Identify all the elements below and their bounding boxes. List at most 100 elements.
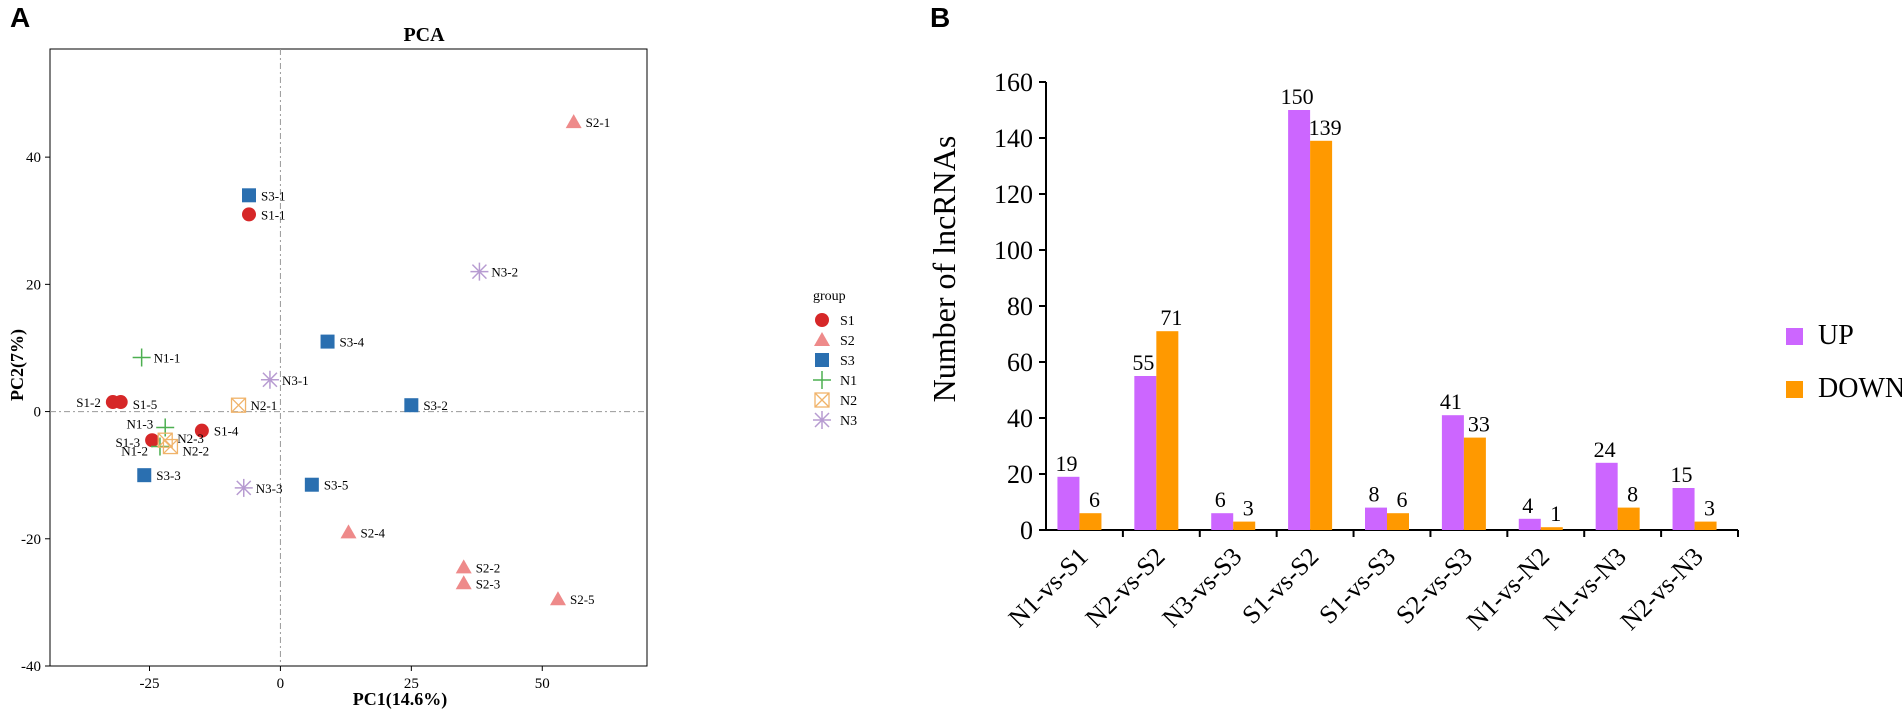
bar-data-label: 41 <box>1440 389 1462 414</box>
bar-down <box>1694 521 1717 530</box>
pca-point <box>404 398 419 413</box>
pca-legend-label: N2 <box>840 394 857 409</box>
pca-point <box>113 395 128 410</box>
bar-data-label: 6 <box>1397 487 1408 512</box>
panel-label-b: B <box>930 2 951 33</box>
pca-xlabel: PC1(14.6%) <box>353 689 447 710</box>
bar-up <box>1134 376 1157 530</box>
bar-up <box>1288 110 1311 530</box>
bar-down <box>1387 513 1409 530</box>
pca-point <box>455 575 472 590</box>
pca-point-label: N3-1 <box>282 373 309 388</box>
bar-up <box>1518 518 1541 530</box>
bar-down <box>1310 140 1333 531</box>
bar-category-label: N3-vs-S3 <box>1156 542 1247 633</box>
pca-point-label: N2-1 <box>251 398 278 413</box>
bar-data-label: 150 <box>1281 84 1314 109</box>
pca-point-label: S3-5 <box>324 478 349 493</box>
bar-ylabel: Number of lncRNAs <box>926 136 962 403</box>
pca-point <box>455 559 472 574</box>
bar-up <box>1595 462 1618 530</box>
bar-legend-swatch <box>1786 328 1803 345</box>
pca-point <box>230 397 247 413</box>
pca-point <box>470 262 489 281</box>
bar-data-label: 1 <box>1550 501 1561 526</box>
bar-ytick-label: 60 <box>1007 348 1033 377</box>
pca-point <box>234 478 253 497</box>
bar-ytick-label: 80 <box>1007 292 1033 321</box>
bar-category-label: N1-vs-N3 <box>1538 542 1632 636</box>
pca-point <box>320 334 335 349</box>
pca-point <box>137 468 152 483</box>
pca-point-label: S3-2 <box>423 398 448 413</box>
pca-legend-title: group <box>813 289 846 304</box>
pca-point-label: N2-3 <box>177 431 204 446</box>
bar-data-label: 15 <box>1671 462 1693 487</box>
pca-point <box>565 114 582 129</box>
pca-point <box>145 433 160 448</box>
pca-point-label: S1-5 <box>133 397 158 412</box>
pca-point-label: N1-2 <box>121 444 148 459</box>
bar-data-label: 139 <box>1309 115 1342 140</box>
bar-down <box>1156 331 1179 530</box>
bar-data-label: 55 <box>1132 350 1154 375</box>
pca-point-label: N3-3 <box>256 481 283 496</box>
bar-down <box>1463 437 1486 530</box>
pca-point-label: S2-5 <box>570 592 595 607</box>
bar-up <box>1672 488 1695 530</box>
bar-down <box>1540 527 1563 530</box>
pca-point <box>242 207 256 222</box>
bar-data-label: 24 <box>1594 437 1616 462</box>
pca-legend-marker <box>815 313 829 327</box>
bar-data-label: 8 <box>1627 482 1638 507</box>
bar-up <box>1057 476 1080 530</box>
bar-category-label: S1-vs-S2 <box>1236 542 1324 630</box>
pca-ylabel: PC2(7%) <box>7 329 28 401</box>
pca-ytick-label: 40 <box>26 150 41 166</box>
bar-ytick-label: 40 <box>1007 404 1033 433</box>
pca-xtick-label: 0 <box>277 676 285 692</box>
pca-point-label: S2-3 <box>476 576 501 591</box>
bar-up <box>1211 513 1234 530</box>
bar-ytick-label: 0 <box>1020 516 1033 545</box>
pca-ytick-label: -40 <box>21 659 41 675</box>
pca-plot-frame <box>49 48 648 667</box>
bar-data-label: 71 <box>1160 305 1182 330</box>
pca-xtick-label: -25 <box>140 676 160 692</box>
pca-point <box>260 370 279 389</box>
bar-data-label: 19 <box>1055 451 1077 476</box>
pca-xtick-label: 25 <box>404 676 419 692</box>
bar-category-label: S1-vs-S3 <box>1313 542 1401 630</box>
bar-data-label: 8 <box>1369 482 1380 507</box>
pca-point <box>162 438 179 455</box>
pca-point-label: S2-2 <box>476 560 501 575</box>
bar-data-label: 3 <box>1704 496 1715 521</box>
bar-down <box>1617 507 1640 530</box>
pca-point-label: S3-3 <box>156 468 181 483</box>
pca-point-label: N1-1 <box>154 351 181 366</box>
pca-point-label: N2-2 <box>182 444 209 459</box>
pca-legend-marker <box>813 371 831 389</box>
bar-category-label: N1-vs-S1 <box>1003 542 1094 633</box>
pca-legend-marker <box>814 392 830 408</box>
bar-ytick-label: 140 <box>994 124 1033 153</box>
bar-data-label: 33 <box>1468 412 1490 437</box>
pca-point-label: S3-1 <box>261 188 286 203</box>
pca-legend-label: N1 <box>840 374 857 389</box>
pca-xtick-label: 50 <box>535 676 550 692</box>
pca-ytick-label: 20 <box>26 277 41 293</box>
bar-category-label: N1-vs-N2 <box>1461 542 1555 636</box>
pca-point-label: S2-1 <box>586 115 611 130</box>
pca-point <box>340 524 357 539</box>
pca-point <box>304 477 319 492</box>
pca-point-label: S2-4 <box>361 525 386 540</box>
pca-point <box>242 188 256 203</box>
pca-point-label: N3-2 <box>491 265 518 280</box>
pca-point <box>132 348 151 367</box>
pca-legend-marker <box>813 411 831 429</box>
bar-data-label: 6 <box>1089 487 1100 512</box>
pca-point-label: S3-4 <box>340 335 365 350</box>
bar-category-label: N2-vs-S2 <box>1080 542 1171 633</box>
bar-ytick-label: 160 <box>994 68 1033 97</box>
